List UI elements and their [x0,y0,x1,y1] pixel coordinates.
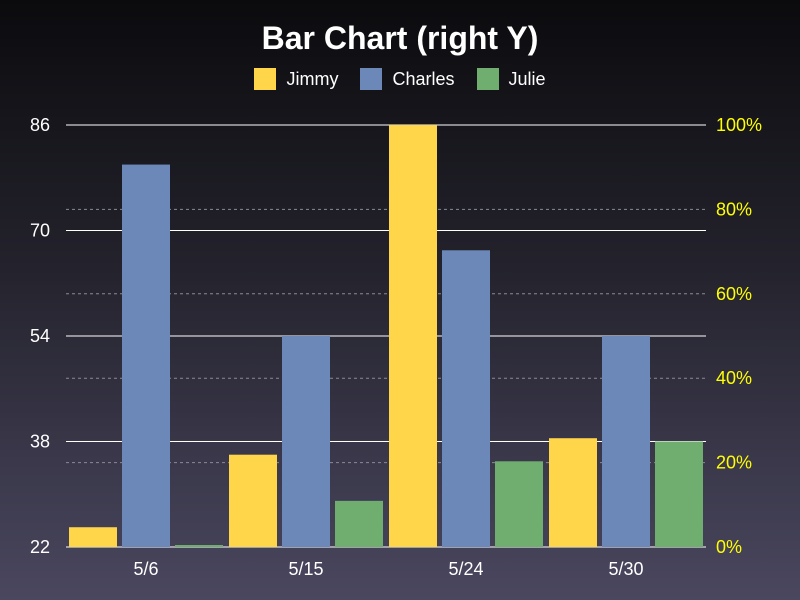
right-tick-label: 100% [716,115,762,135]
legend-label: Julie [508,68,546,89]
bar-charles-5-6 [122,164,170,547]
legend-label: Jimmy [286,68,339,89]
left-tick-label: 86 [30,115,50,135]
right-tick-label: 40% [716,368,752,388]
left-tick-label: 22 [30,537,50,557]
bar-jimmy-5-30 [549,438,597,547]
left-tick-label: 70 [30,221,50,241]
bar-charles-5-24 [442,250,490,547]
legend-item-charles: Charles [360,68,455,90]
bar-charles-5-30 [602,336,650,547]
legend-swatch [360,68,383,90]
bar-jimmy-5-6 [69,527,117,547]
x-tick-label: 5/15 [288,559,323,579]
legend-item-julie: Julie [476,68,546,90]
bar-julie-5-15 [335,500,383,547]
legend: Jimmy Charles Julie [0,68,800,90]
legend-swatch [476,68,499,90]
bar-jimmy-5-24 [389,125,437,547]
legend-swatch [254,68,277,90]
legend-item-jimmy: Jimmy [254,68,338,90]
bar-julie-5-6 [175,545,223,547]
x-tick-label: 5/24 [448,559,483,579]
bar-charles-5-15 [282,336,330,547]
right-tick-label: 80% [716,199,752,219]
bar-julie-5-24 [495,461,543,547]
bar-julie-5-30 [655,441,703,547]
left-tick-label: 38 [30,432,50,452]
right-tick-label: 20% [716,453,752,473]
bar-jimmy-5-15 [229,454,277,547]
x-tick-label: 5/30 [608,559,643,579]
right-tick-label: 0% [716,537,742,557]
x-tick-label: 5/6 [133,559,158,579]
right-tick-label: 60% [716,284,752,304]
chart-title: Bar Chart (right Y) [261,20,539,56]
legend-label: Charles [392,68,455,89]
left-tick-label: 54 [30,326,50,346]
